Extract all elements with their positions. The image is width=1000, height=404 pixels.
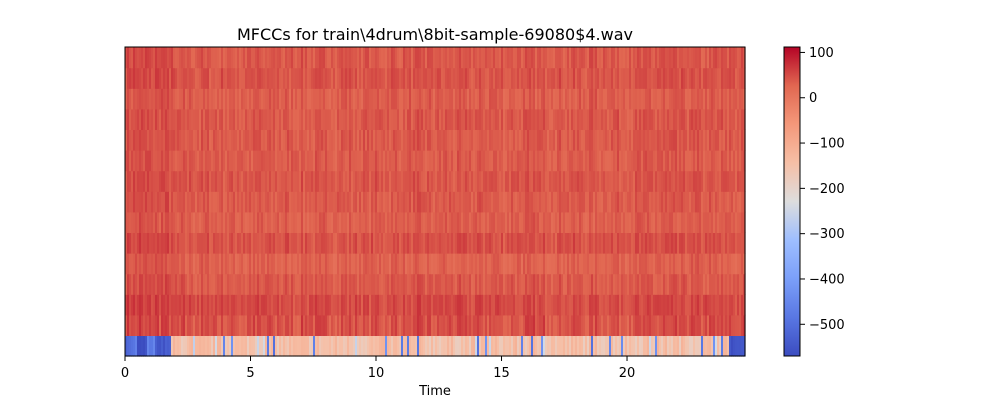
colorbar: [783, 46, 801, 357]
colorbar-tick-label: −200: [809, 182, 845, 197]
x-axis-label: Time: [418, 384, 451, 399]
colorbar-tick-label: 0: [809, 91, 817, 106]
mfcc-row-8: [125, 170, 746, 192]
colorbar-tick-label: −100: [809, 137, 845, 152]
mfcc-row-6: [125, 211, 746, 233]
x-tick-label: 10: [368, 366, 385, 381]
mfcc-row-9: [125, 150, 746, 172]
colorbar-tick-label: −400: [809, 272, 845, 287]
chart-title: MFCCs for train\4drum\8bit-sample-69080$…: [237, 25, 633, 44]
mfcc-row-14: [125, 47, 746, 69]
plot-frame: [124, 46, 746, 357]
x-tick-label: 15: [493, 366, 510, 381]
mfcc-row-11: [125, 108, 746, 130]
mfcc-row-5: [125, 232, 746, 254]
mfcc-row-3: [125, 273, 746, 295]
x-tick-label: 20: [619, 366, 636, 381]
mfcc-heatmap: [125, 47, 746, 357]
x-axis: 0 5 10 15 20: [121, 356, 635, 381]
mfcc-row-12: [125, 88, 746, 110]
mfcc-row-13: [125, 67, 746, 89]
colorbar-tick-label: 100: [809, 46, 834, 61]
mfcc-row-1: [125, 314, 746, 336]
mfcc-row-7: [125, 191, 746, 213]
mfcc-row-10: [125, 129, 746, 151]
mfcc-row-2: [125, 294, 746, 316]
x-tick-label: 5: [246, 366, 254, 381]
colorbar-axis: 100 0 −100 −200 −300 −400 −500: [800, 46, 845, 333]
x-tick-label: 0: [121, 366, 129, 381]
mfcc-row-0: [125, 335, 746, 357]
colorbar-tick-label: −300: [809, 227, 845, 242]
colorbar-tick-label: −500: [809, 318, 845, 333]
mfcc-row-4: [125, 253, 746, 275]
